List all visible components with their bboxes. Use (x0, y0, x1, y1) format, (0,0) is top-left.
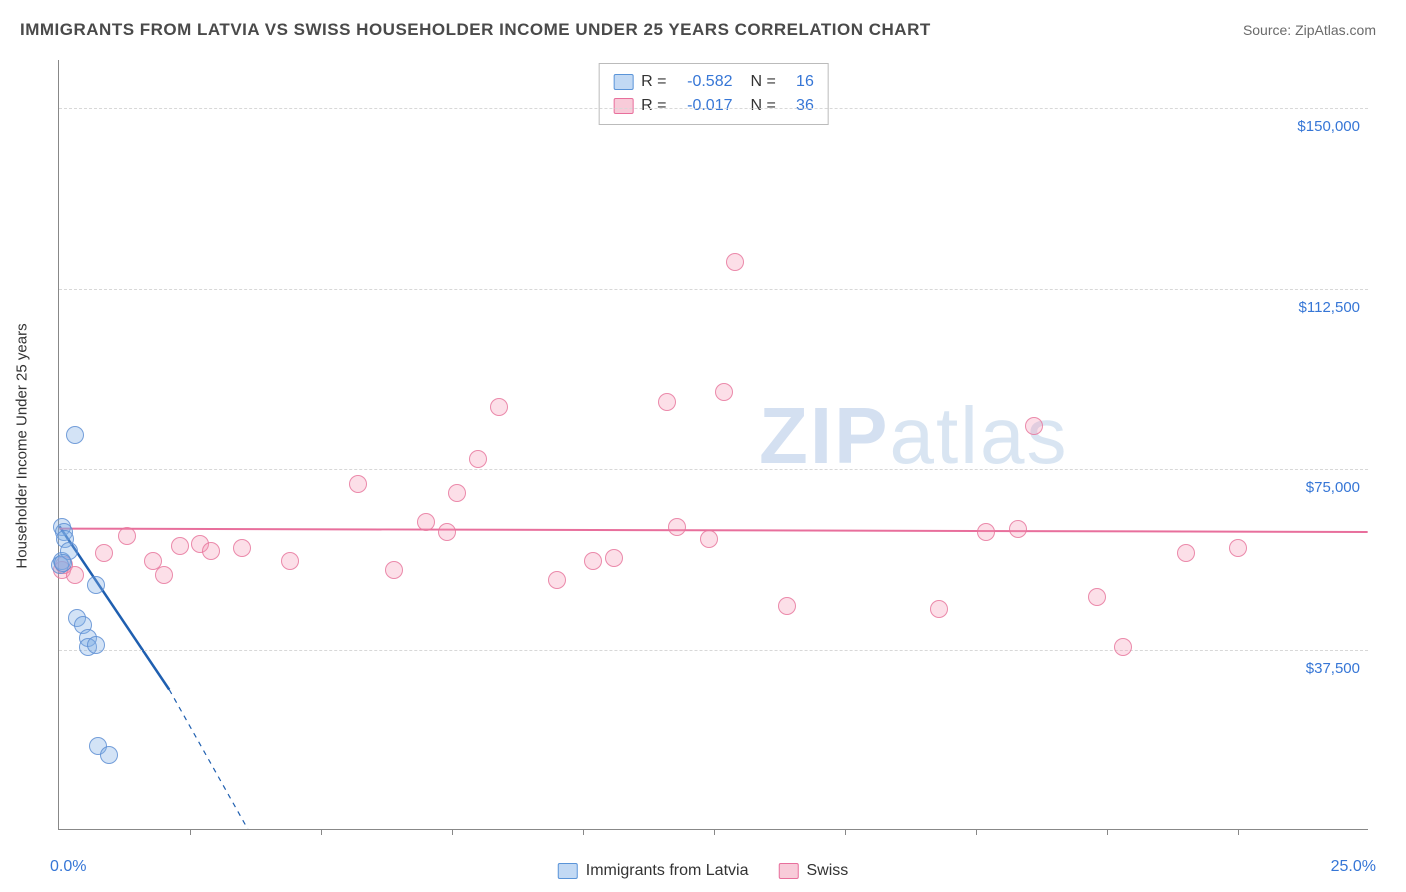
pink-point (202, 542, 220, 560)
legend-label-pink: Swiss (806, 862, 848, 880)
trend-lines-svg (59, 60, 1368, 829)
legend-item-blue: Immigrants from Latvia (558, 862, 749, 880)
chart-title: IMMIGRANTS FROM LATVIA VS SWISS HOUSEHOL… (20, 20, 931, 40)
pink-point (584, 552, 602, 570)
legend-item-pink: Swiss (778, 862, 848, 880)
pink-point (349, 475, 367, 493)
pink-point (448, 484, 466, 502)
chart-source: Source: ZipAtlas.com (1243, 22, 1376, 38)
blue-point (66, 426, 84, 444)
pink-point (1009, 520, 1027, 538)
r-value-blue: -0.582 (675, 70, 733, 94)
legend-label-blue: Immigrants from Latvia (586, 862, 749, 880)
x-tick (1107, 829, 1108, 835)
pink-point (417, 513, 435, 531)
pink-point (700, 530, 718, 548)
x-tick (1238, 829, 1239, 835)
pink-point (930, 600, 948, 618)
y-tick-label: $37,500 (1306, 660, 1360, 677)
pink-point (668, 518, 686, 536)
x-axis-left-label: 0.0% (50, 858, 86, 876)
pink-point (726, 253, 744, 271)
x-tick (845, 829, 846, 835)
pink-point (1114, 638, 1132, 656)
pink-point (1177, 544, 1195, 562)
swatch-pink-icon (613, 98, 633, 114)
legend-series: Immigrants from Latvia Swiss (558, 862, 849, 880)
pink-point (1025, 417, 1043, 435)
y-tick-label: $112,500 (1299, 299, 1360, 316)
pink-point (1229, 539, 1247, 557)
blue-point (100, 746, 118, 764)
legend-row-pink: R = -0.017 N = 36 (613, 94, 814, 118)
swatch-blue-icon (558, 863, 578, 879)
y-tick-label: $150,000 (1297, 118, 1360, 135)
legend-row-blue: R = -0.582 N = 16 (613, 70, 814, 94)
blue-point (87, 576, 105, 594)
pink-point (469, 450, 487, 468)
y-axis-label: Householder Income Under 25 years (14, 323, 31, 568)
pink-point (778, 597, 796, 615)
blue-point (54, 554, 72, 572)
swatch-blue-icon (613, 74, 633, 90)
pink-point (155, 566, 173, 584)
pink-point (658, 393, 676, 411)
pink-point (95, 544, 113, 562)
pink-point (605, 549, 623, 567)
pink-point (385, 561, 403, 579)
pink-point (715, 383, 733, 401)
pink-point (233, 539, 251, 557)
n-value-pink: 36 (784, 94, 814, 118)
pink-point (977, 523, 995, 541)
y-tick-label: $75,000 (1306, 479, 1360, 496)
blue-point (87, 636, 105, 654)
x-tick (976, 829, 977, 835)
r-value-pink: -0.017 (675, 94, 733, 118)
pink-point (548, 571, 566, 589)
pink-point (438, 523, 456, 541)
x-tick (190, 829, 191, 835)
pink-point (171, 537, 189, 555)
gridline-h (59, 289, 1368, 290)
pink-point (490, 398, 508, 416)
n-value-blue: 16 (784, 70, 814, 94)
x-axis-right-label: 25.0% (1331, 858, 1376, 876)
watermark-light: atlas (889, 391, 1068, 480)
x-tick (452, 829, 453, 835)
plot-area: R = -0.582 N = 16 R = -0.017 N = 36 ZIPa… (58, 60, 1368, 830)
swatch-pink-icon (778, 863, 798, 879)
legend-correlation: R = -0.582 N = 16 R = -0.017 N = 36 (598, 63, 829, 125)
r-label: R = (641, 94, 666, 118)
gridline-h (59, 469, 1368, 470)
gridline-h (59, 650, 1368, 651)
n-label: N = (751, 70, 776, 94)
pink-point (118, 527, 136, 545)
pink-point (281, 552, 299, 570)
gridline-h (59, 108, 1368, 109)
pink-point (1088, 588, 1106, 606)
x-tick (321, 829, 322, 835)
x-tick (714, 829, 715, 835)
x-tick (583, 829, 584, 835)
trend-line (169, 690, 247, 829)
n-label: N = (751, 94, 776, 118)
r-label: R = (641, 70, 666, 94)
watermark-bold: ZIP (759, 391, 889, 480)
